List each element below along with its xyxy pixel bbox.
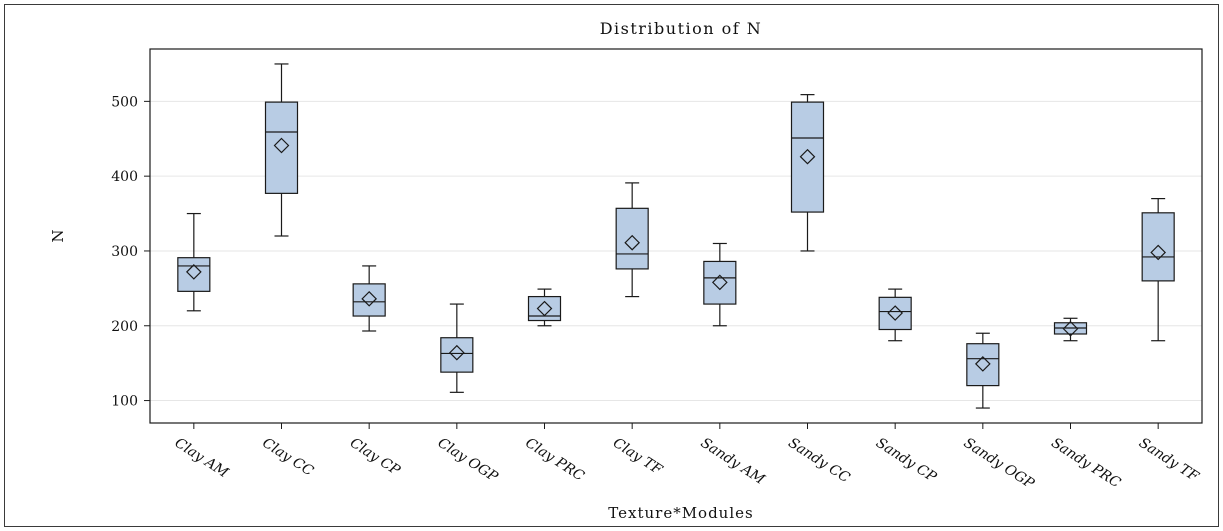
mean-marker bbox=[361, 290, 378, 307]
y-tick-label: 400 bbox=[111, 169, 138, 185]
x-tick-label: Sandy OGP bbox=[961, 435, 1038, 492]
mean-marker bbox=[711, 274, 728, 291]
box-clay-ogp bbox=[440, 303, 474, 393]
iqr-box bbox=[440, 337, 474, 373]
box-sandy-tf bbox=[1141, 198, 1175, 342]
iqr-box bbox=[790, 101, 825, 213]
iqr-box bbox=[352, 283, 386, 317]
x-tick-label: Clay CP bbox=[347, 435, 403, 479]
mean-marker bbox=[974, 356, 991, 372]
x-tick-label: Sandy PRC bbox=[1048, 435, 1123, 492]
iqr-box bbox=[1141, 212, 1175, 282]
iqr-box bbox=[264, 101, 299, 194]
box-sandy-ogp bbox=[966, 332, 1000, 409]
chart-frame: Distribution of N 100 200 300 400 500 Clay A… bbox=[4, 4, 1219, 527]
plot-area bbox=[149, 48, 1203, 424]
x-tick-label: Clay OGP bbox=[435, 435, 501, 486]
box-clay-tf bbox=[615, 182, 649, 298]
iqr-box bbox=[527, 295, 562, 322]
mean-marker bbox=[887, 305, 904, 321]
box-clay-cp bbox=[352, 265, 386, 332]
x-axis-label: Texture*Modules bbox=[608, 504, 753, 522]
mean-marker bbox=[273, 137, 290, 154]
mean-marker bbox=[185, 264, 202, 280]
mean-marker bbox=[536, 300, 553, 317]
iqr-box bbox=[615, 207, 649, 270]
x-tick-label: Clay CC bbox=[259, 435, 316, 480]
mean-marker bbox=[1150, 244, 1167, 261]
box-sandy-cp bbox=[878, 288, 912, 342]
box-clay-am bbox=[177, 212, 211, 312]
mean-marker bbox=[624, 234, 641, 251]
y-axis-label: N bbox=[49, 229, 67, 242]
box-sandy-cc bbox=[790, 94, 825, 252]
box-clay-cc bbox=[264, 63, 299, 237]
iqr-box bbox=[966, 343, 1000, 387]
y-tick-label: 100 bbox=[111, 394, 138, 410]
grid-lines bbox=[150, 100, 1202, 402]
box-sandy-am bbox=[703, 242, 737, 327]
box-plot-chart: Distribution of N 100 200 300 400 500 Clay A… bbox=[49, 19, 1203, 522]
mean-marker bbox=[448, 344, 465, 361]
box-clay-prc bbox=[527, 288, 562, 327]
x-tick-label: Sandy CP bbox=[873, 435, 940, 486]
x-tick-label: Clay TF bbox=[610, 435, 666, 479]
mean-marker bbox=[799, 148, 816, 165]
mean-marker bbox=[1062, 320, 1079, 337]
chart-title: Distribution of N bbox=[600, 19, 763, 38]
x-tick-label: Clay AM bbox=[172, 435, 232, 482]
box-sandy-prc bbox=[1053, 317, 1088, 342]
y-tick-label: 200 bbox=[111, 319, 138, 335]
x-tick-label: Sandy AM bbox=[698, 435, 768, 488]
box-series bbox=[177, 63, 1175, 409]
x-tick-label: Sandy CC bbox=[785, 435, 852, 487]
iqr-box bbox=[703, 260, 737, 305]
iqr-box bbox=[878, 296, 912, 331]
x-tick-label: Sandy TF bbox=[1136, 435, 1202, 486]
y-axis: 100 200 300 400 500 bbox=[111, 94, 150, 410]
x-tick-label: Clay PRC bbox=[522, 435, 587, 485]
iqr-box bbox=[177, 257, 211, 292]
x-axis: Clay AM Clay CC Clay CP Clay OGP Clay PRC Cla… bbox=[172, 423, 1202, 492]
y-tick-label: 500 bbox=[111, 94, 138, 110]
y-tick-label: 300 bbox=[111, 244, 138, 260]
